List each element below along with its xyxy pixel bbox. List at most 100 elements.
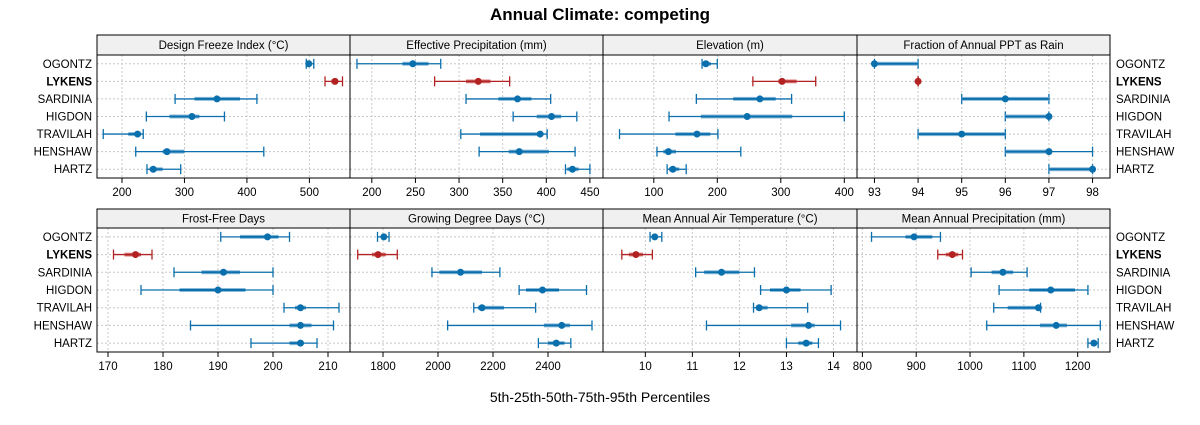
median-point [693, 130, 701, 138]
median-point [331, 77, 339, 85]
median-point [914, 77, 922, 85]
row-label: HARTZ [54, 164, 92, 176]
median-point [558, 321, 566, 329]
x-tick-label: 2200 [480, 361, 506, 373]
median-point [539, 286, 546, 294]
panel-title: Frost-Free Days [182, 214, 265, 226]
median-point [132, 251, 139, 259]
x-tick-label: 800 [853, 361, 872, 373]
x-tick-label: 300 [449, 187, 468, 199]
median-point [297, 339, 304, 347]
x-tick-label: 1100 [1012, 361, 1037, 373]
median-point [536, 130, 544, 138]
x-tick-label: 10 [639, 361, 652, 373]
x-tick-label: 500 [300, 187, 319, 199]
median-point [632, 251, 640, 259]
median-point [702, 60, 710, 68]
x-tick-label: 450 [580, 187, 599, 199]
x-tick-label: 900 [907, 361, 926, 373]
median-point [948, 251, 956, 259]
median-point [1045, 113, 1053, 120]
median-point [802, 339, 810, 347]
row-label: OGONTZ [43, 59, 92, 71]
median-point [478, 304, 486, 312]
median-point [1052, 321, 1060, 329]
row-label: TRAVILAH [1116, 303, 1171, 315]
x-tick-label: 12 [733, 361, 746, 373]
median-point [297, 304, 304, 312]
median-point [999, 268, 1007, 276]
panel-title: Elevation (m) [696, 40, 764, 52]
x-tick-label: 200 [708, 187, 727, 199]
x-tick-label: 95 [955, 187, 968, 199]
x-tick-label: 100 [644, 187, 663, 199]
median-point [515, 148, 523, 156]
x-tick-label: 200 [362, 187, 381, 199]
x-tick-label: 200 [263, 361, 282, 373]
median-point [1089, 165, 1097, 173]
x-tick-label: 210 [318, 361, 337, 373]
x-axis-label: 5th-25th-50th-75th-95th Percentiles [489, 389, 711, 405]
panel-title: Fraction of Annual PPT as Rain [903, 40, 1063, 52]
x-tick-label: 200 [112, 187, 131, 199]
median-point [297, 321, 304, 329]
median-point [910, 233, 918, 241]
median-point [778, 77, 786, 85]
row-label: HIGDON [46, 285, 92, 297]
x-tick-label: 1200 [1065, 361, 1091, 373]
row-label: OGONTZ [1116, 232, 1165, 244]
x-tick-label: 96 [999, 187, 1012, 199]
median-point [188, 113, 196, 120]
x-tick-label: 14 [827, 361, 840, 373]
row-label: HENSHAW [1116, 147, 1174, 159]
median-point [1034, 304, 1042, 312]
median-point [374, 251, 382, 259]
median-point [755, 304, 763, 312]
x-tick-label: 190 [208, 361, 227, 373]
row-label: HENSHAW [34, 320, 92, 332]
panel-title: Growing Degree Days (°C) [408, 214, 545, 226]
x-tick-label: 2000 [425, 361, 451, 373]
x-tick-label: 98 [1086, 187, 1099, 199]
row-label: HIGDON [1116, 112, 1162, 124]
x-tick-label: 1800 [370, 361, 396, 373]
row-label: HARTZ [1116, 164, 1154, 176]
row-label: HARTZ [1116, 338, 1154, 350]
median-point [1001, 95, 1009, 103]
panel-frame [856, 227, 1111, 353]
row-label: SARDINIA [1116, 267, 1171, 279]
median-point [552, 339, 560, 347]
x-tick-label: 250 [406, 187, 425, 199]
panel-title: Mean Annual Precipitation (mm) [902, 214, 1066, 226]
x-tick-label: 93 [868, 187, 881, 199]
median-point [756, 95, 764, 103]
row-label: SARDINIA [1116, 94, 1171, 106]
median-point [163, 148, 171, 156]
median-point [805, 321, 813, 329]
row-label: LYKENS [46, 250, 92, 262]
row-label: OGONTZ [1116, 59, 1165, 71]
row-label: HENSHAW [34, 147, 92, 159]
row-label: LYKENS [1116, 250, 1162, 262]
row-label: SARDINIA [38, 94, 93, 106]
median-point [651, 233, 659, 241]
median-point [149, 165, 157, 173]
x-tick-label: 13 [780, 361, 793, 373]
median-point [1045, 148, 1053, 156]
x-tick-label: 2400 [535, 361, 561, 373]
panel-title: Design Freeze Index (°C) [159, 40, 289, 52]
median-point [214, 286, 222, 294]
row-label: HIGDON [46, 112, 92, 124]
x-tick-label: 1000 [957, 361, 983, 373]
x-tick-label: 350 [493, 187, 512, 199]
median-point [474, 77, 482, 85]
panel-title: Effective Precipitation (mm) [406, 40, 547, 52]
row-label: TRAVILAH [1116, 129, 1171, 141]
row-label: TRAVILAH [37, 303, 92, 315]
x-tick-label: 300 [771, 187, 790, 199]
median-point [1090, 339, 1098, 347]
median-point [514, 95, 522, 103]
median-point [213, 95, 221, 103]
x-tick-label: 11 [686, 361, 698, 373]
median-point [264, 233, 271, 241]
